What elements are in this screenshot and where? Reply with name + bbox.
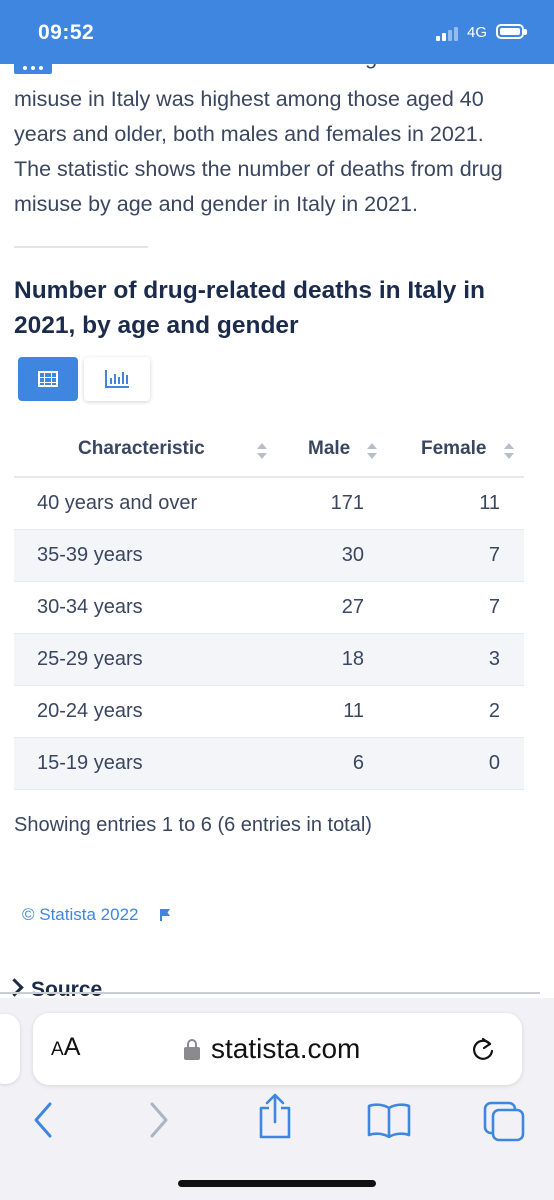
female-value: 7 <box>488 544 500 566</box>
header-male[interactable]: Male <box>308 438 351 459</box>
url-text[interactable]: statista.com <box>211 1033 361 1064</box>
row-label: 35-39 years <box>37 544 143 566</box>
source-toggle[interactable]: Source <box>5 978 103 1002</box>
signal-icon <box>436 27 462 41</box>
sort-icon[interactable] <box>504 443 514 459</box>
home-indicator[interactable] <box>178 1180 376 1187</box>
bar-chart-icon <box>105 370 129 388</box>
male-value: 171 <box>330 492 364 514</box>
flag-icon[interactable] <box>160 909 162 921</box>
previous-tab-preview[interactable] <box>0 1014 20 1084</box>
female-value: 7 <box>488 596 500 618</box>
male-value: 18 <box>341 648 364 670</box>
article-description: misuse in Italy was highest among those … <box>14 87 503 216</box>
more-icon[interactable] <box>14 64 52 74</box>
row-label: 30-34 years <box>37 596 143 618</box>
female-value: 3 <box>488 648 500 670</box>
battery-icon <box>496 24 527 39</box>
entries-info: Showing entries 1 to 6 (6 entries in tot… <box>14 814 372 836</box>
lock-icon <box>184 1039 200 1060</box>
table-view-button[interactable] <box>18 357 78 401</box>
address-bar[interactable]: AA statista.com <box>33 1013 522 1085</box>
female-value: 2 <box>488 700 500 722</box>
bookmarks-icon[interactable] <box>366 1102 412 1138</box>
chart-view-button[interactable] <box>84 357 150 401</box>
reload-icon[interactable] <box>470 1036 496 1062</box>
female-value: 0 <box>488 752 500 774</box>
row-label: 40 years and over <box>37 492 198 514</box>
sort-icon[interactable] <box>367 443 377 459</box>
browser-toolbar: AA statista.com <box>0 998 554 1200</box>
female-value: 11 <box>479 492 500 514</box>
status-time: 09:52 <box>38 21 95 44</box>
status-bar: 09:52 4G <box>0 0 554 64</box>
network-type: 4G <box>467 24 488 41</box>
male-value: 27 <box>341 596 364 618</box>
divider <box>0 992 540 994</box>
table-row: 30-34 years 27 7 <box>14 582 524 634</box>
back-icon[interactable] <box>30 1100 56 1140</box>
reader-options-button[interactable]: AA <box>51 1033 81 1061</box>
row-label: 20-24 years <box>37 700 143 722</box>
table-header: Characteristic Male Female <box>14 424 524 478</box>
table-row: 15-19 years 6 0 <box>14 738 524 790</box>
table-row: 40 years and over 171 11 <box>14 478 524 530</box>
chart-title: Number of drug-related deaths in Italy i… <box>14 277 486 339</box>
table-icon <box>38 371 58 387</box>
table-row: 35-39 years 30 7 <box>14 530 524 582</box>
table-row: 25-29 years 18 3 <box>14 634 524 686</box>
male-value: 11 <box>343 700 364 722</box>
forward-icon[interactable] <box>146 1100 172 1140</box>
header-characteristic[interactable]: Characteristic <box>78 438 205 459</box>
tabs-icon[interactable] <box>482 1100 526 1142</box>
male-value: 30 <box>341 544 364 566</box>
copyright-link[interactable]: © Statista 2022 <box>22 905 139 924</box>
share-icon[interactable] <box>256 1092 294 1140</box>
row-label: 15-19 years <box>37 752 143 774</box>
data-table: Characteristic Male Female 40 years and … <box>14 424 524 790</box>
table-row: 20-24 years 11 2 <box>14 686 524 738</box>
divider <box>14 246 148 248</box>
header-female[interactable]: Female <box>421 438 487 459</box>
male-value: 6 <box>352 752 364 774</box>
source-label: Source <box>31 978 103 1001</box>
sort-icon[interactable] <box>257 443 267 459</box>
row-label: 25-29 years <box>37 648 143 670</box>
